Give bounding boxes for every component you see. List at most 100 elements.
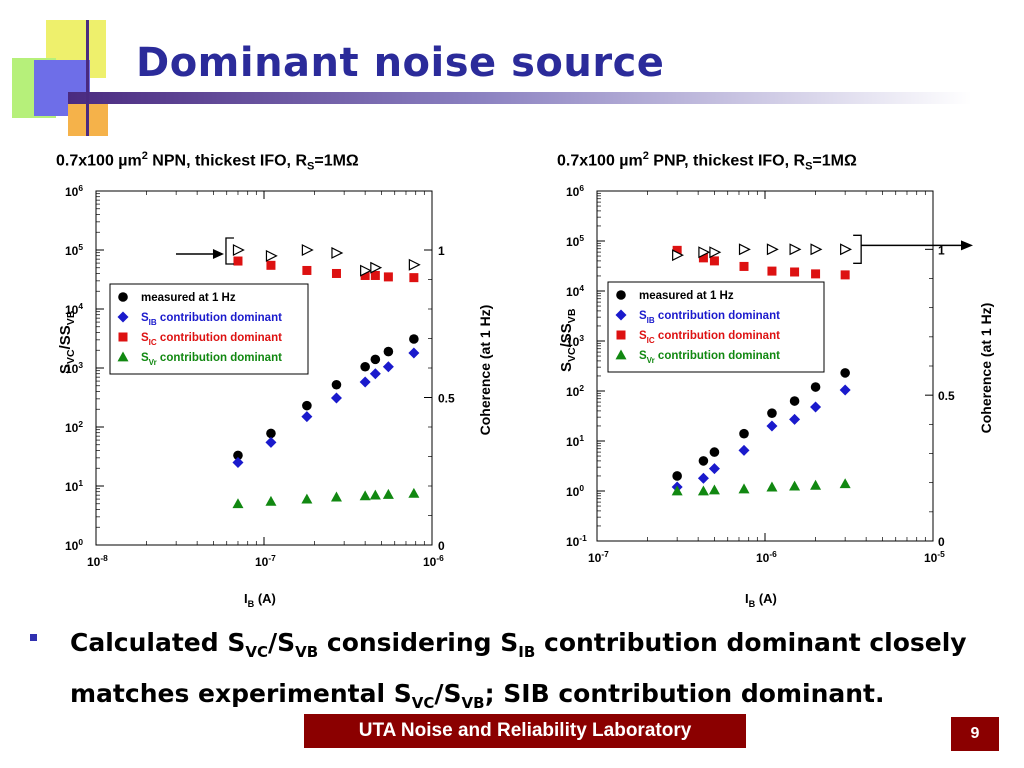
bracket-line (225, 237, 234, 265)
y-axis-label-sub: VB (566, 308, 578, 323)
x-tick-label-part: 10 (756, 551, 770, 565)
y-tick-label: 106 (65, 183, 83, 199)
y-tick-label-part: 10 (566, 335, 580, 349)
data-point (739, 428, 749, 439)
x-tick-label-part: 10 (423, 555, 437, 569)
y-tick-label: 10-1 (566, 533, 587, 549)
bullet-sub: VC (245, 643, 268, 661)
legend-label-sub: IC (647, 336, 655, 345)
data-point (708, 463, 720, 475)
y-tick-label: 103 (65, 360, 83, 376)
data-point (789, 413, 801, 425)
data-point (266, 260, 276, 270)
x-axis-label-sub: B (749, 599, 756, 609)
series-4 (232, 244, 421, 277)
chart-title-npn-sup: 2 (141, 150, 148, 162)
legend-label: SIC contribution dominant (141, 332, 282, 347)
bullet-part: Calculated S (70, 628, 246, 657)
y-tick-label: 102 (566, 383, 584, 399)
bullet-sub: VB (461, 694, 485, 712)
y-tick-label-sup: -1 (579, 533, 587, 543)
series-4 (672, 243, 852, 262)
bullet-text: Calculated SVC/SVB considering SIB contr… (70, 622, 1010, 724)
data-point (709, 246, 722, 259)
y-axis-label-part: S (57, 325, 74, 335)
x-axis-label-part: I (244, 591, 248, 606)
bullet-sub: IB (518, 643, 536, 661)
legend-label-part: S (639, 310, 647, 322)
y-tick-label-sup: 1 (579, 433, 584, 443)
y-tick-label-sup: 4 (78, 301, 83, 311)
legend-marker (616, 290, 626, 300)
legend-marker (615, 349, 627, 360)
data-point (331, 379, 342, 390)
legend-label: SVr contribution dominant (639, 350, 780, 365)
data-point (360, 264, 372, 277)
x-tick-label-sup: -7 (268, 553, 276, 563)
legend-label-part: S (141, 332, 149, 344)
legend-marker (117, 311, 129, 323)
chart-title-npn-part-b: NPN, thickest IFO, R (147, 152, 307, 170)
y-tick-label-sup: 3 (579, 333, 584, 343)
y-tick-label-part: 10 (65, 539, 79, 553)
x-tick-label-part: 10 (255, 555, 269, 569)
data-point (233, 450, 243, 461)
data-point (233, 256, 243, 266)
data-point (790, 267, 800, 277)
data-point (839, 478, 851, 489)
slide-title: Dominant noise source (136, 40, 665, 86)
data-point (359, 376, 371, 388)
legend-label-part: contribution dominant (655, 350, 780, 362)
data-point (331, 246, 344, 259)
data-point (265, 495, 277, 506)
bullet-part: /S (267, 628, 296, 657)
data-point (766, 481, 778, 492)
bullet-square-icon (30, 634, 37, 641)
data-point (739, 261, 749, 271)
arrow-head-icon (212, 249, 224, 259)
legend-label: measured at 1 Hz (639, 290, 734, 302)
bullet-sub: VC (411, 694, 435, 712)
corner-vertical-line (86, 20, 89, 136)
data-point (672, 471, 682, 481)
data-point (789, 480, 801, 491)
data-point (331, 268, 341, 278)
x-axis-label: IB (A) (244, 591, 276, 609)
data-point (840, 368, 850, 378)
y-tick-label-sup: 2 (78, 419, 83, 429)
y-tick-label: 106 (566, 183, 584, 199)
y-tick-label: 105 (65, 242, 83, 258)
series-1 (671, 384, 851, 493)
legend-label-part: contribution dominant (157, 332, 282, 344)
y2-tick-label: 0 (438, 539, 445, 553)
data-point (767, 408, 777, 418)
data-point (301, 411, 313, 423)
legend-label: SIB contribution dominant (141, 312, 282, 327)
data-point (330, 392, 342, 404)
data-point (810, 401, 822, 413)
y-tick-label: 103 (566, 333, 584, 349)
data-point (302, 400, 312, 411)
x-tick-label-sup: -5 (937, 549, 945, 559)
data-point (382, 488, 394, 499)
y-tick-label-part: 10 (566, 435, 580, 449)
legend-label-part: contribution dominant (655, 330, 780, 342)
data-point (810, 479, 822, 490)
data-point (698, 456, 709, 466)
data-point (766, 243, 779, 256)
y-tick-label: 105 (566, 233, 584, 249)
chart-title-pnp-part-a: 0.7x100 µm (557, 152, 643, 170)
y-tick-label-part: 10 (566, 235, 580, 249)
y-axis-label-sub: VC (566, 347, 578, 362)
legend-marker (118, 292, 128, 302)
x-tick-label: 10-8 (87, 553, 108, 569)
y-tick-label-sup: 4 (579, 283, 584, 293)
y-axis-label-part: /S (558, 333, 575, 347)
data-point (810, 243, 823, 256)
y-tick-label: 101 (566, 433, 584, 449)
legend-label-sub: IC (149, 338, 157, 347)
y-tick-label-sup: 5 (78, 242, 83, 252)
legend-label-part: S (141, 312, 149, 324)
x-tick-label-part: 10 (924, 551, 938, 565)
y-tick-label-part: 10 (566, 285, 580, 299)
